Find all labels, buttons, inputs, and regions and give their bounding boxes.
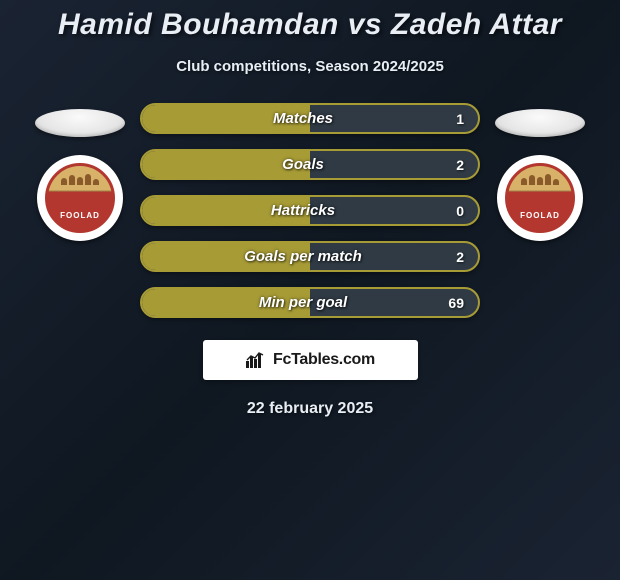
stat-row: Goals per match2 <box>140 241 480 272</box>
crest-inner: FOOLAD <box>505 163 575 233</box>
stat-row: Goals2 <box>140 149 480 180</box>
stat-label: Goals per match <box>142 248 464 265</box>
player-right-avatar-placeholder <box>495 109 585 137</box>
stat-label: Matches <box>142 110 464 127</box>
stat-label: Hattricks <box>142 202 464 219</box>
crest-skyline-icon <box>520 174 561 186</box>
player-right-column: FOOLAD <box>490 103 590 241</box>
crest-label: FOOLAD <box>60 211 100 220</box>
stat-value: 0 <box>456 203 464 219</box>
brand-text: FcTables.com <box>273 351 375 369</box>
brand-badge: FcTables.com <box>203 340 418 380</box>
stat-value: 2 <box>456 157 464 173</box>
player-left-avatar-placeholder <box>35 109 125 137</box>
stat-row: Matches1 <box>140 103 480 134</box>
crest-inner: FOOLAD <box>45 163 115 233</box>
stat-value: 69 <box>448 295 464 311</box>
crest-label: FOOLAD <box>520 211 560 220</box>
bar-chart-icon <box>245 351 267 369</box>
page-subtitle: Club competitions, Season 2024/2025 <box>176 58 444 75</box>
stat-label: Goals <box>142 156 464 173</box>
content-row: FOOLAD Matches1Goals2Hattricks0Goals per… <box>0 103 620 318</box>
comparison-card: Hamid Bouhamdan vs Zadeh Attar Club comp… <box>0 0 620 418</box>
player-left-club-crest: FOOLAD <box>37 155 123 241</box>
stat-label: Min per goal <box>142 294 464 311</box>
player-left-column: FOOLAD <box>30 103 130 241</box>
stat-row: Min per goal69 <box>140 287 480 318</box>
footer-date: 22 february 2025 <box>247 400 373 418</box>
stat-value: 2 <box>456 249 464 265</box>
stat-value: 1 <box>456 111 464 127</box>
stat-row: Hattricks0 <box>140 195 480 226</box>
crest-skyline-icon <box>60 174 101 186</box>
player-right-club-crest: FOOLAD <box>497 155 583 241</box>
page-title: Hamid Bouhamdan vs Zadeh Attar <box>58 8 562 42</box>
stats-list: Matches1Goals2Hattricks0Goals per match2… <box>140 103 480 318</box>
